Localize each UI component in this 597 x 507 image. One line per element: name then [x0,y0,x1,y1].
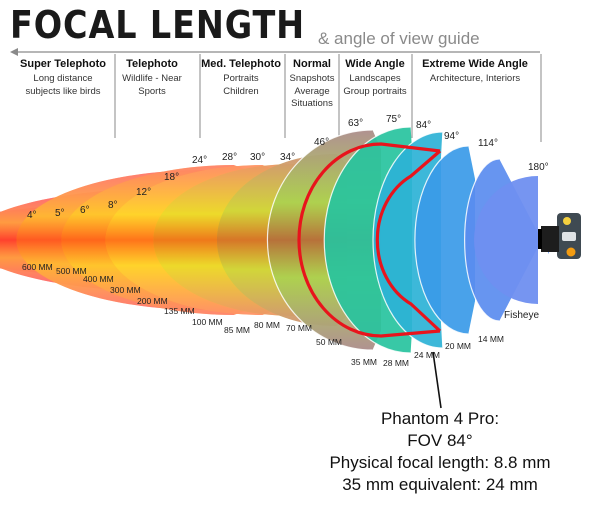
focal-label-135-mm: 135 MM [164,306,195,316]
subtitle: & angle of view guide [318,29,480,48]
callout-equivalent-focal-length: 35 mm equivalent: 24 mm [342,475,538,494]
category-desc-line: Average [294,85,330,97]
category-desc-line: Long distance [33,73,93,84]
category-desc-normal: Snapshots Average Situations [290,73,335,111]
wedge-edge [323,126,411,354]
angle-label-28deg: 28° [222,152,237,163]
focal-label-100-mm: 100 MM [192,317,223,327]
category-desc-line: Architecture, Interiors [429,73,521,84]
angle-label-12deg: 12° [136,187,151,198]
angle-label-94deg: 94° [444,131,459,142]
camera-icon [538,213,581,259]
wedge-edge [464,158,500,322]
category-desc-extreme-wide-angle: Architecture, Interiors [430,73,520,86]
category-title-extreme-wide-angle: Extreme Wide Angle [422,58,528,70]
angle-label-84deg: 84° [416,120,431,131]
focal-label-85-mm: 85 MM [224,325,250,335]
angle-label-34deg: 34° [280,152,295,163]
scale-arrow [10,48,540,56]
category-title-med-telephoto: Med. Telephoto [201,58,281,70]
callout-fov: FOV 84° [407,431,473,450]
category-desc-line: Wildlife - Near [122,73,182,84]
category-dividers [114,54,542,142]
focal-label-35-mm: 35 MM [351,357,377,367]
category-desc-line: Snapshots [289,73,335,84]
category-desc-line: Landscapes [349,73,401,84]
wedge-edge [372,131,443,349]
lens-wedge [414,146,475,334]
angle-label-6deg: 6° [80,205,90,216]
category-desc-line: Portraits [223,73,259,84]
angle-label-75deg: 75° [386,114,401,125]
callout-model: Phantom 4 Pro: [380,409,500,428]
angle-label-18deg: 18° [164,172,179,183]
focal-label-200-mm: 200 MM [137,296,168,306]
category-title-wide-angle: Wide Angle [345,58,405,70]
focal-label-300-mm: 300 MM [110,285,141,295]
angle-label-4deg: 4° [27,210,37,221]
fov-84-highlight [297,142,442,338]
lens-wedge-fisheye [474,176,538,304]
page-title: FOCAL LENGTH [10,3,306,47]
focal-label-70-mm: 70 MM [286,323,312,333]
focal-label-500-mm: 500 MM [56,266,87,276]
lens-labels: 4° 600 MM 5° 500 MM 6° 400 MM 8° 300 MM 12° 200 M… [22,114,549,368]
angle-label-24deg: 24° [192,155,207,166]
focal-label-14-mm: 14 MM [478,334,504,344]
category-desc-line: Group portraits [343,85,407,97]
angle-label-8deg: 8° [108,200,118,211]
wedge-edge [414,145,469,335]
category-desc-wide-angle: Landscapes Group portraits [343,73,406,98]
category-desc-line: Children [223,85,259,97]
lens-wedges [0,126,549,354]
angle-label-5deg: 5° [55,208,65,219]
angle-label-30deg: 30° [250,152,265,163]
angle-label-46deg: 46° [314,137,329,148]
category-desc-line: Sports [138,85,166,97]
focal-label-fisheye: Fisheye [504,310,539,321]
focal-label-28-mm: 28 MM [383,358,409,368]
focal-label-400-mm: 400 MM [83,274,114,284]
callout-pointer [432,351,442,409]
angle-label-63deg: 63° [348,118,363,129]
category-desc-telephoto: Wildlife - Near Sports [122,73,182,98]
category-title-super-telephoto: Super Telephoto [20,58,106,70]
category-title-telephoto: Telephoto [126,58,178,70]
focal-label-50-mm: 50 MM [316,337,342,347]
focal-label-80-mm: 80 MM [254,320,280,330]
highlight-outline [297,142,442,338]
focal-label-24-mm: 24 MM [414,350,440,360]
category-title-normal: Normal [293,58,331,70]
angle-label-114deg: 114° [478,138,498,149]
category-desc-med-telephoto: Portraits Children [223,73,258,98]
focal-label-600-mm: 600 MM [22,262,53,272]
focal-label-20-mm: 20 MM [445,341,471,351]
category-desc-line: subjects like birds [25,85,101,97]
category-desc-line: Situations [291,98,333,109]
callout-physical-focal-length: Physical focal length: 8.8 mm [329,453,551,472]
wedge-edge [266,129,373,351]
category-desc-super-telephoto: Long distance subjects like birds [26,73,101,98]
angle-label-180deg: 180° [528,162,549,173]
